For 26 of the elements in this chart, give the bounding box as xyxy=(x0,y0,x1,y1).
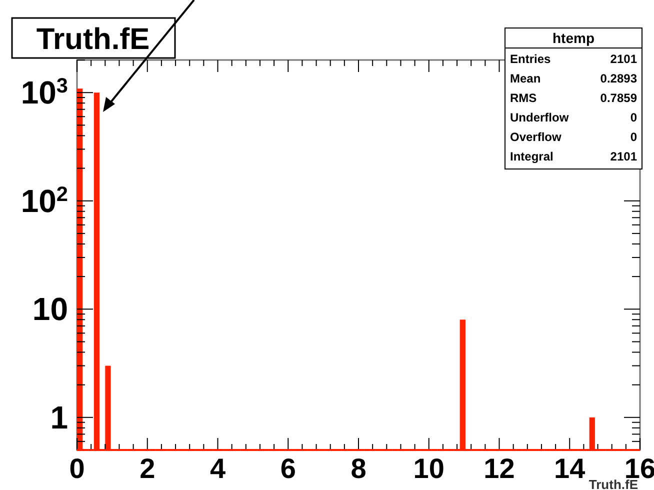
annotation: 2101 xyxy=(610,52,638,66)
x-tick-label: 0 xyxy=(69,453,85,484)
annotation: Integral xyxy=(510,150,554,164)
x-tick-label: 6 xyxy=(280,453,296,484)
annotation: 2101 xyxy=(610,150,638,164)
annotation: 0 xyxy=(630,130,638,144)
x-tick-label: 2 xyxy=(140,453,156,484)
x-tick-label: 8 xyxy=(350,453,366,484)
annotation: 0 xyxy=(630,110,638,124)
x-tick-label: 10 xyxy=(413,453,444,484)
y-tick-label: 10$^{2}$ xyxy=(20,182,68,219)
chart-title: Truth.fE xyxy=(36,23,150,56)
x-tick-label: 14 xyxy=(554,453,586,484)
x-tick-label: 12 xyxy=(484,453,515,484)
y-tick-label: 10$^{3}$ xyxy=(20,74,68,111)
x-tick-label: 4 xyxy=(210,453,226,484)
annotation: Entries xyxy=(510,52,552,66)
y-tick-label: 1 xyxy=(50,399,68,436)
annotation: 0.7859 xyxy=(600,91,638,105)
annotation: RMS xyxy=(510,91,537,105)
annotation: Mean xyxy=(510,72,541,86)
annotation: 0.2893 xyxy=(600,72,638,86)
annotation: Underflow xyxy=(510,110,570,124)
y-tick-label: 10 xyxy=(32,291,68,328)
text: htemp xyxy=(552,30,594,46)
annotation: Overflow xyxy=(510,130,562,144)
